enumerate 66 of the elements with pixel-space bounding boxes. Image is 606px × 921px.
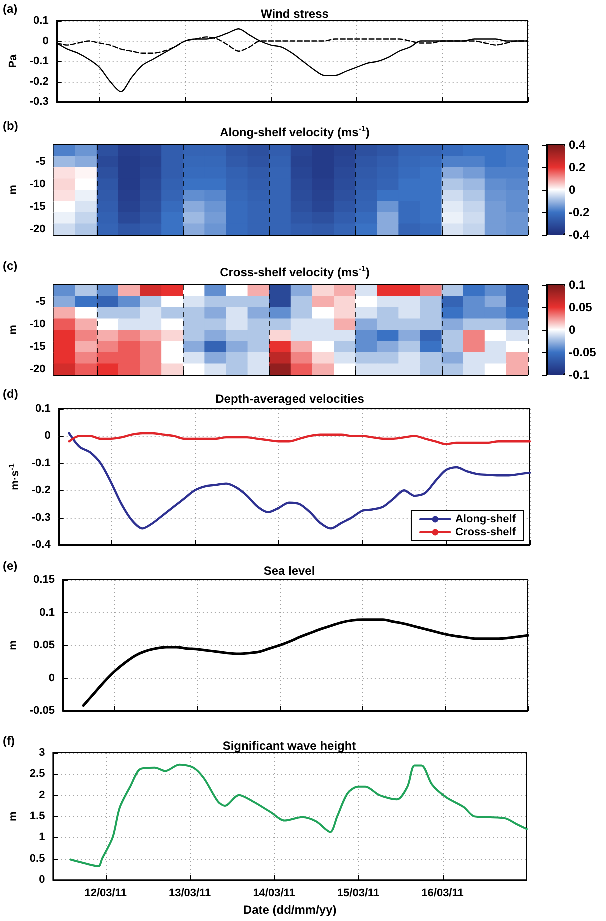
y-tick-label: -0.3 (32, 512, 51, 524)
x-tick-label: 14/03/11 (253, 888, 296, 900)
x-tick-label: 15/03/11 (337, 888, 380, 900)
y-tick-label: -10 (30, 178, 46, 190)
x-axis-title: Date (dd/mm/yy) (243, 903, 337, 917)
y-axis-title: m (8, 324, 20, 335)
y-tick-label: -0.2 (30, 76, 49, 88)
color-bar-label: -0.2 (569, 206, 590, 220)
y-tick-label: 0 (42, 35, 49, 48)
y-tick-label: 0 (44, 430, 51, 442)
y-tick-label: 0.15 (34, 574, 55, 586)
y-tick-label: -0.4 (32, 539, 52, 551)
color-bar-label: 0.1 (569, 278, 586, 292)
x-tick-label: 12/03/11 (84, 888, 127, 900)
y-tick-label: -0.3 (30, 96, 49, 108)
color-bar-label: -0.4 (569, 228, 590, 242)
y-tick-label: 0.1 (36, 403, 51, 415)
y-tick-label: -5 (36, 296, 46, 308)
y-tick-label: 0.1 (34, 15, 49, 27)
color-bar-label: 0 (569, 323, 576, 337)
y-tick-label: 2 (39, 789, 46, 802)
y-tick-label: 1 (39, 832, 46, 844)
color-bar-label: -0.1 (569, 368, 590, 382)
y-tick-label: -15 (30, 200, 46, 213)
y-tick-label: -15 (30, 340, 46, 353)
chart-title: Wind stress (261, 7, 330, 21)
text: (d) (3, 387, 18, 401)
color-bar-label: 0.4 (569, 138, 586, 152)
y-tick-label: -0.05 (30, 705, 55, 717)
y-tick-label: 0 (39, 874, 46, 886)
chart-title: Sea level (264, 564, 316, 578)
text: (f) (3, 734, 15, 748)
y-tick-label: 0 (48, 672, 55, 684)
y-tick-label: -0.2 (32, 484, 51, 497)
x-tick-label: 16/03/11 (422, 888, 464, 900)
y-axis-title: m·s-1 (8, 463, 22, 490)
color-bar-label: -0.05 (569, 346, 597, 360)
y-tick-label: 0.5 (30, 852, 46, 865)
legend-label: Cross-shelf (455, 526, 516, 538)
chart-title: Significant wave height (222, 739, 356, 753)
y-tick-label: 0.05 (34, 640, 55, 652)
y-tick-label: -20 (30, 363, 46, 376)
y-tick-label: -0.1 (30, 56, 49, 68)
y-tick-label: 2.5 (30, 768, 46, 780)
x-tick-label: 13/03/11 (168, 888, 212, 900)
y-tick-label: -10 (30, 318, 46, 330)
y-tick-label: 0.1 (40, 606, 55, 619)
y-axis-title: m (8, 640, 20, 650)
y-axis-title: m (8, 184, 20, 195)
text: (c) (3, 259, 18, 273)
y-axis-title: Pa (8, 54, 20, 68)
y-tick-label: 3 (39, 747, 46, 759)
color-bar-label: 0 (569, 183, 576, 197)
y-tick-label: -5 (36, 156, 46, 168)
chart-title: Depth-averaged velocities (216, 392, 365, 406)
y-tick-label: -0.1 (32, 457, 51, 470)
line-series (68, 432, 532, 446)
y-tick-label: 1.5 (30, 810, 46, 823)
y-axis-title: m (8, 811, 20, 822)
text: (e) (3, 559, 18, 573)
legend-label: Along-shelf (455, 514, 516, 526)
color-bar-label: 0.2 (569, 160, 586, 174)
text: (a) (3, 2, 18, 16)
color-bar-label: 0.05 (569, 300, 593, 314)
text: (b) (3, 119, 18, 133)
y-tick-label: -20 (30, 223, 46, 236)
